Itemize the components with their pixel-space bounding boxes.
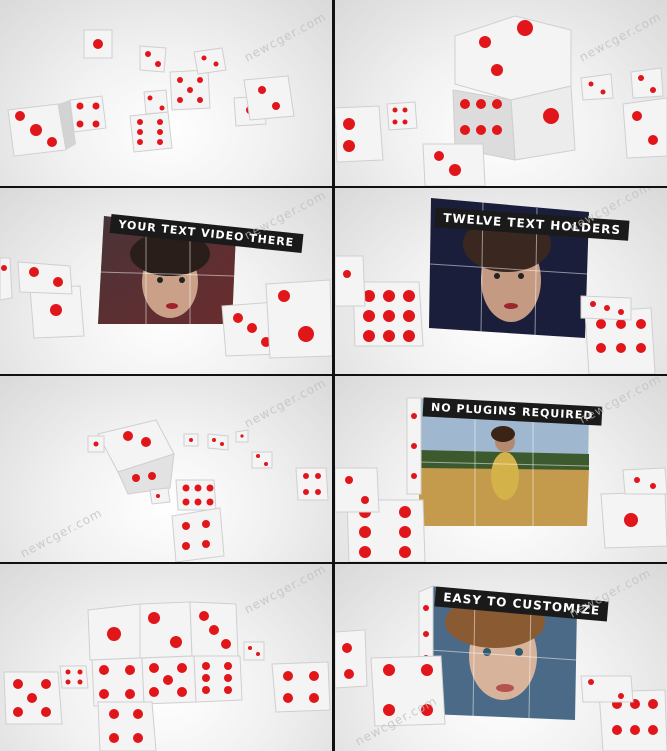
die <box>235 429 249 443</box>
die <box>600 491 667 549</box>
panel-2: newcger.com <box>335 0 667 186</box>
die <box>271 661 331 713</box>
die <box>386 101 418 131</box>
video-panel <box>98 216 236 324</box>
panel-1: newcger.com <box>0 0 332 186</box>
die <box>370 655 446 727</box>
dice-scene <box>7 29 295 157</box>
panel-7: newcger.com <box>0 564 332 751</box>
die <box>243 641 265 661</box>
die <box>143 89 169 115</box>
die <box>139 45 167 73</box>
panel-3: YOUR TEXT VIDEO THERE newcger.com <box>0 188 332 374</box>
die <box>17 261 73 295</box>
die <box>207 433 229 451</box>
dice-scene <box>87 419 329 562</box>
die <box>3 671 63 725</box>
die <box>97 701 157 751</box>
die <box>169 69 211 111</box>
die <box>335 629 368 689</box>
die <box>59 665 89 689</box>
die <box>149 487 171 505</box>
die <box>335 105 384 163</box>
dice-scene <box>335 397 667 562</box>
die <box>422 143 486 186</box>
die <box>346 499 426 562</box>
die <box>406 397 422 495</box>
die <box>580 73 614 101</box>
die-stack <box>452 15 576 161</box>
die <box>335 255 366 307</box>
panel-4: TWELVE TEXT HOLDERS newcger.com <box>335 188 667 374</box>
die <box>0 257 13 301</box>
panel-6: NO PLUGINS REQUIRED newcger.com <box>335 376 667 562</box>
die-stack <box>87 601 243 707</box>
die <box>69 95 107 133</box>
die <box>83 29 113 59</box>
die <box>251 451 273 469</box>
die <box>97 419 175 495</box>
die <box>295 467 329 501</box>
dice-scene <box>335 15 667 186</box>
die <box>193 47 227 75</box>
die <box>243 75 295 121</box>
panel-8: EASY TO CUSTOMIZE newcger.com newcger.co… <box>335 564 667 751</box>
die <box>580 675 634 703</box>
die <box>265 279 332 359</box>
die <box>175 479 217 511</box>
die <box>630 67 664 99</box>
die <box>183 433 199 447</box>
die <box>622 467 667 495</box>
dice-scene <box>3 601 331 751</box>
die <box>7 100 76 157</box>
video-panel <box>418 398 590 526</box>
die <box>221 301 281 357</box>
die <box>129 111 173 153</box>
die <box>171 507 225 562</box>
dice-scene <box>0 216 332 359</box>
die <box>622 97 667 159</box>
panel-5: newcger.com newcger.com <box>0 376 332 562</box>
die <box>335 467 380 513</box>
die <box>580 295 632 321</box>
die <box>352 281 424 347</box>
die <box>87 435 105 453</box>
dice-scene <box>335 585 667 751</box>
